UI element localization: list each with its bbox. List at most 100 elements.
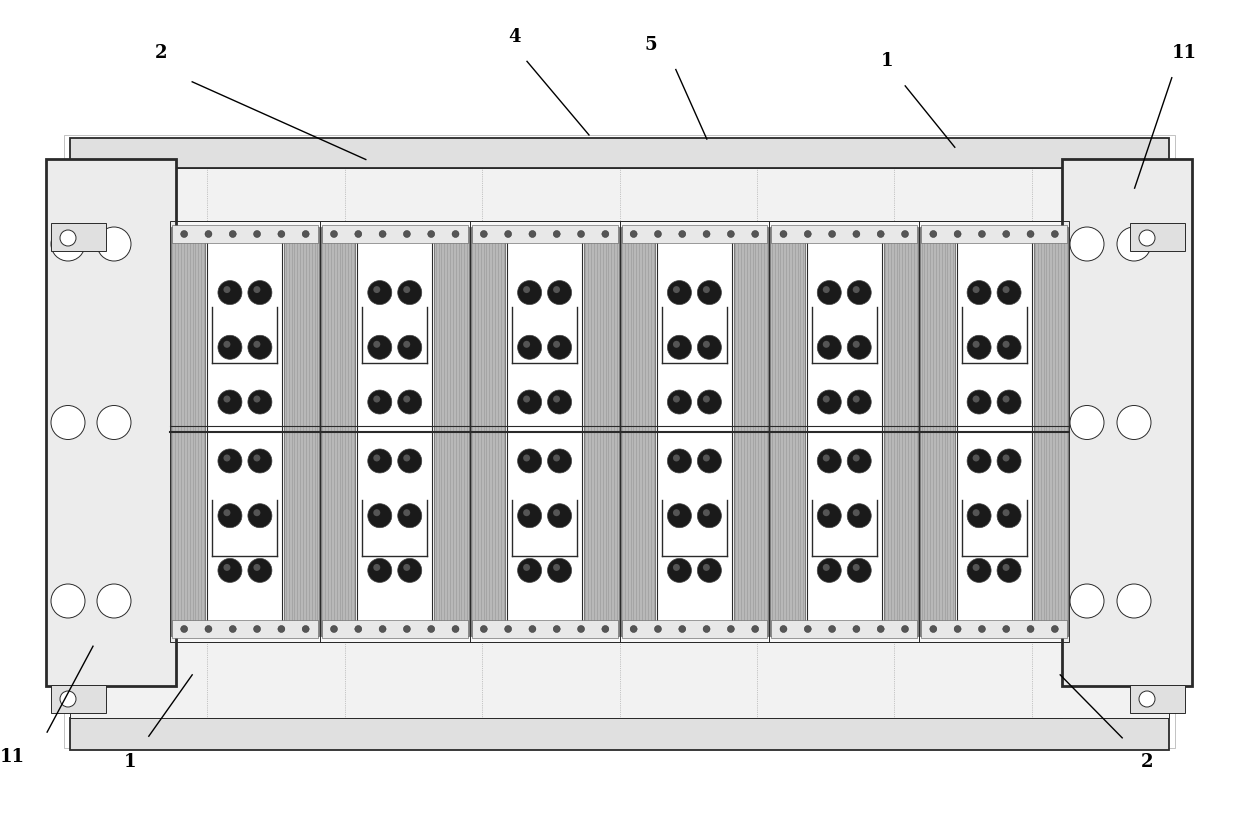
Circle shape (997, 335, 1021, 359)
Circle shape (553, 564, 560, 571)
Circle shape (703, 231, 711, 237)
Bar (770, 227, 805, 636)
Circle shape (1027, 231, 1034, 237)
Circle shape (673, 341, 680, 348)
Circle shape (181, 626, 187, 632)
Circle shape (223, 286, 231, 293)
Bar (69, 640, 1169, 718)
Circle shape (972, 509, 980, 516)
Circle shape (505, 626, 512, 632)
Circle shape (218, 335, 242, 359)
Circle shape (218, 281, 242, 304)
Circle shape (1070, 584, 1104, 618)
Circle shape (751, 626, 759, 632)
Circle shape (978, 231, 986, 237)
Circle shape (728, 231, 734, 237)
Circle shape (578, 626, 584, 632)
Circle shape (967, 559, 991, 582)
Circle shape (553, 341, 560, 348)
Circle shape (578, 231, 584, 237)
Bar (64, 135, 1176, 748)
Circle shape (403, 626, 410, 632)
Circle shape (972, 341, 980, 348)
Circle shape (505, 231, 512, 237)
Circle shape (517, 449, 542, 473)
Circle shape (223, 455, 231, 461)
Circle shape (751, 231, 759, 237)
Circle shape (853, 396, 859, 402)
Circle shape (972, 564, 980, 571)
Circle shape (817, 390, 841, 414)
Circle shape (655, 231, 661, 237)
Bar (321, 227, 356, 636)
Circle shape (1140, 230, 1154, 246)
Circle shape (667, 390, 692, 414)
Bar (1130, 223, 1185, 251)
Circle shape (278, 231, 285, 237)
Circle shape (398, 559, 422, 582)
Circle shape (805, 626, 811, 632)
Circle shape (703, 341, 709, 348)
Circle shape (997, 449, 1021, 473)
Bar (320, 221, 470, 642)
Circle shape (51, 406, 86, 439)
Circle shape (398, 504, 422, 528)
Circle shape (480, 231, 487, 237)
Circle shape (930, 231, 936, 237)
Circle shape (853, 509, 859, 516)
Circle shape (523, 396, 531, 402)
Bar (357, 227, 433, 636)
Circle shape (331, 231, 337, 237)
Text: 5: 5 (645, 36, 657, 54)
Circle shape (828, 231, 836, 237)
Circle shape (823, 341, 830, 348)
Circle shape (853, 341, 859, 348)
Bar (621, 225, 768, 243)
Circle shape (847, 449, 872, 473)
Circle shape (403, 396, 410, 402)
Bar (69, 138, 1169, 168)
Circle shape (548, 449, 572, 473)
Circle shape (253, 341, 260, 348)
Circle shape (253, 564, 260, 571)
Circle shape (253, 626, 260, 632)
Circle shape (655, 626, 661, 632)
Circle shape (553, 231, 560, 237)
Circle shape (601, 626, 609, 632)
Circle shape (403, 564, 410, 571)
Bar (51, 223, 105, 251)
Bar (170, 221, 320, 642)
Circle shape (253, 231, 260, 237)
Circle shape (601, 231, 609, 237)
Circle shape (523, 509, 531, 516)
Circle shape (218, 390, 242, 414)
Circle shape (703, 455, 709, 461)
Circle shape (218, 449, 242, 473)
Circle shape (253, 455, 260, 461)
Circle shape (780, 626, 787, 632)
Circle shape (51, 584, 86, 618)
Circle shape (248, 504, 272, 528)
Circle shape (1003, 341, 1009, 348)
Circle shape (248, 559, 272, 582)
Circle shape (930, 626, 936, 632)
Circle shape (697, 504, 722, 528)
Circle shape (630, 231, 637, 237)
Circle shape (1117, 227, 1151, 261)
Circle shape (181, 231, 187, 237)
Bar (921, 225, 1066, 243)
Bar (771, 225, 918, 243)
Circle shape (523, 341, 531, 348)
Circle shape (703, 286, 709, 293)
Circle shape (728, 626, 734, 632)
Circle shape (278, 626, 285, 632)
Bar (921, 620, 1066, 638)
Circle shape (453, 626, 459, 632)
Bar (46, 159, 176, 686)
Bar (807, 227, 882, 636)
Circle shape (954, 231, 961, 237)
Circle shape (253, 286, 260, 293)
Circle shape (253, 396, 260, 402)
Circle shape (630, 626, 637, 632)
Circle shape (548, 281, 572, 304)
